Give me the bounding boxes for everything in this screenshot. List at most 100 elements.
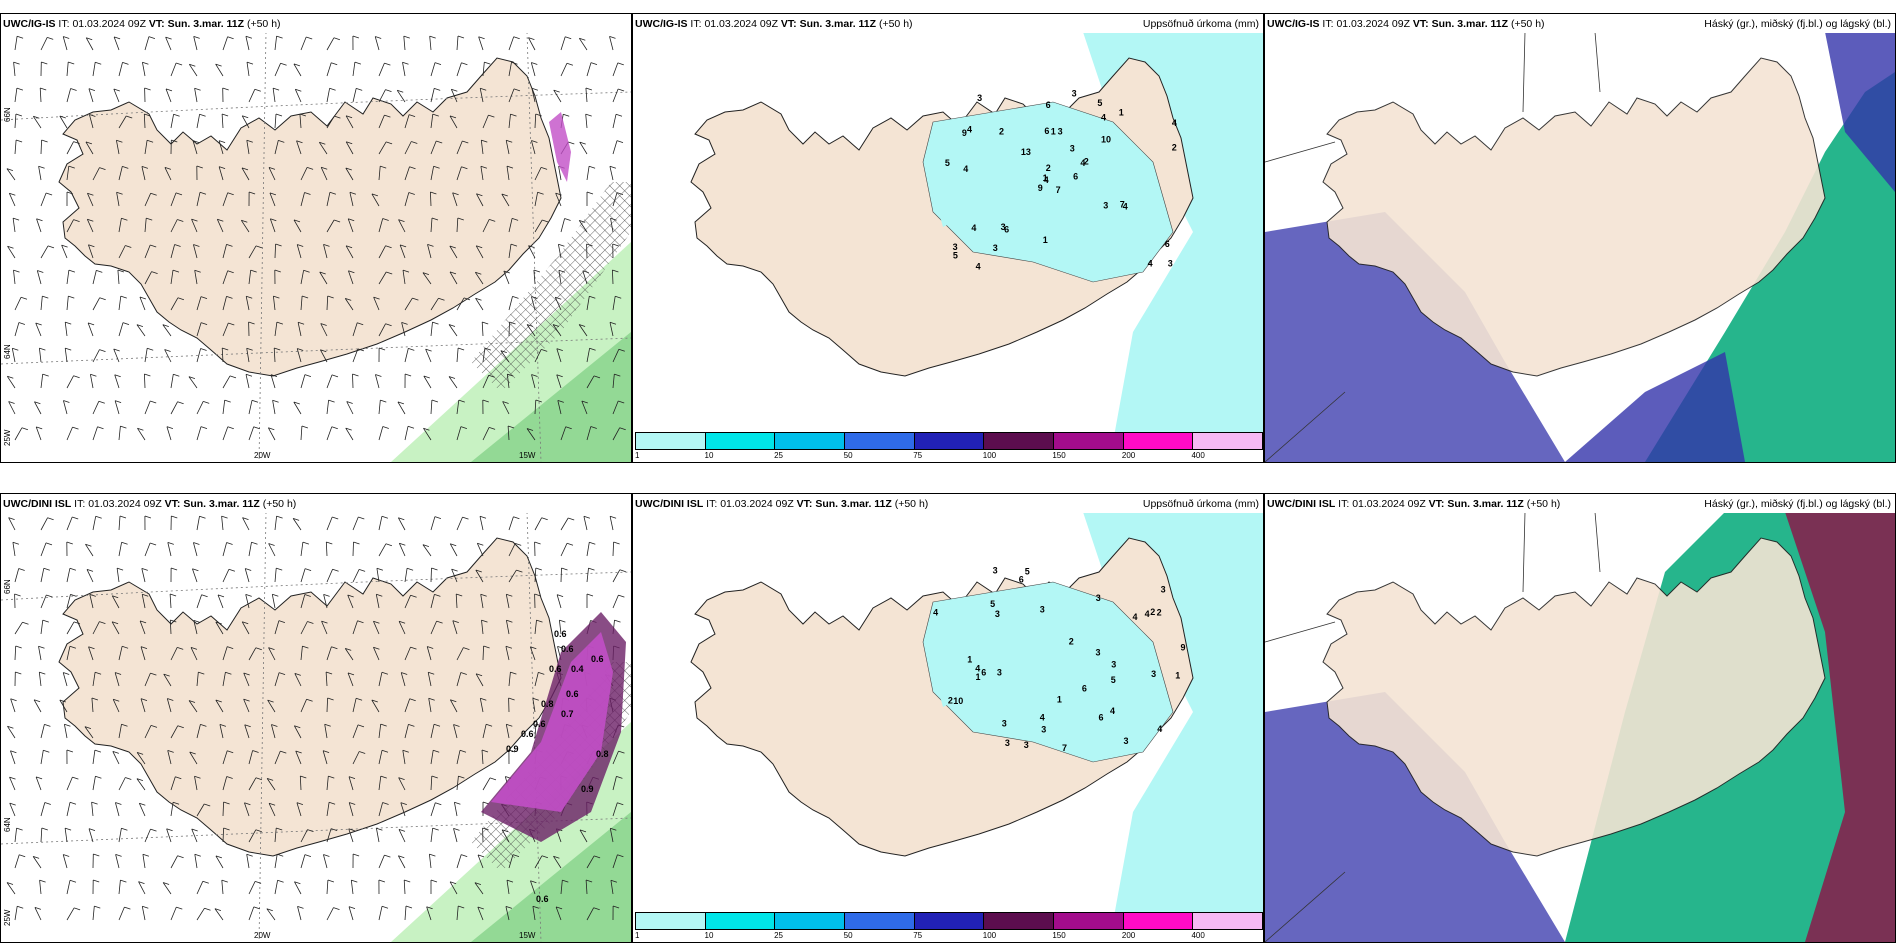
wind-barb [378,543,393,557]
precip-value: 6 [1082,684,1087,694]
wind-barb [293,401,302,415]
wind-barb [506,619,513,635]
precip-value: 6 [1165,239,1170,249]
iceland-landmass [58,537,562,857]
wind-barb [404,114,416,129]
precip-colorbar [635,432,1263,450]
wind-barb [241,167,250,181]
wind-barb [378,245,392,259]
vt-label: VT: [148,18,165,30]
precip-value: 3 [1096,593,1101,603]
wind-barb [612,269,619,285]
wind-barb [222,270,234,285]
wind-barb [586,541,596,557]
wind-barb [163,673,172,687]
wind-barb [378,62,391,77]
wind-barb [295,750,302,765]
wind-barb [219,724,227,739]
wind-barb [166,698,174,713]
wind-barb [116,191,123,207]
wind-barb [324,723,331,739]
wind-barb [404,141,418,155]
colorbar-tick: 50 [843,451,853,460]
wind-barb [190,647,198,661]
wind-barb [300,167,314,181]
low-cloud-area [1785,512,1895,942]
wind-barb [481,749,489,765]
wind-barb [12,541,20,557]
wind-barb [34,907,42,921]
wind-barb [113,88,120,103]
wind-barb [300,594,311,609]
wind-barb [378,141,393,155]
wind-barb [508,36,520,51]
wind-barb [612,295,622,311]
wind-barb [144,725,158,739]
wind-barb [194,853,201,869]
wind-barb [59,115,68,129]
colorbar-tick: 100 [982,931,997,940]
it-value: 01.03.2024 09Z [720,498,794,510]
precip-value: 3 [1072,88,1077,98]
colorbar-cell [1193,913,1263,929]
wind-barb [8,401,16,415]
snow-depth-label: 0.9 [506,744,519,754]
wind-barb [450,88,458,103]
wind-barb [292,518,302,531]
wind-barb [245,594,252,609]
wind-barb [274,321,284,337]
wind-barb [482,827,489,843]
wind-barb [170,725,184,739]
wind-barb [162,882,172,895]
wind-barb [144,515,152,531]
panel-title: Háský (gr.), miðský (fj.bl.) og lágský (… [1704,18,1891,30]
wind-barb [430,62,442,77]
wind-barb [218,166,226,181]
wind-barb [170,906,183,921]
wind-barb [300,854,312,869]
snow-depth-label: 0.6 [521,729,534,739]
wind-barb [397,855,406,869]
panel-cloud-dini: UWC/DINI ISL IT: 01.03.2024 09Z VT: Sun.… [1264,493,1896,943]
wind-barb [248,269,257,285]
snow-area [549,112,571,182]
snow-depth-label: 0.6 [549,664,562,674]
wind-barb [196,671,205,687]
wind-barb [222,542,233,557]
wind-barb [300,374,312,389]
wind-barb [323,594,330,609]
wind-barb [14,568,25,583]
wind-barbs [6,515,626,921]
wind-barb [139,296,147,311]
wind-barb [560,567,568,583]
wind-barb [246,61,254,77]
wind-barb [192,568,199,583]
wind-barb [274,620,286,635]
wind-barb [477,906,484,921]
wind-barb [300,829,314,843]
wind-barb [476,542,484,557]
wind-barb [480,165,488,181]
precip-value: 3 [1041,724,1046,734]
wind-barb [170,244,181,259]
wind-barb [14,296,28,311]
precip-map: 7943465346334491046341353124465321122134… [633,32,1263,442]
wind-barb [449,699,458,713]
wind-barb [248,399,259,415]
wind-barb [508,697,515,713]
wind-barb [378,323,392,337]
wind-barb [430,191,437,207]
colorbar-tick: 1 [635,451,640,460]
vt-label: VT: [1412,18,1429,30]
wind-barb [297,321,305,337]
wind-barb [507,425,515,441]
precip-value: 5 [953,251,958,261]
wind-barb [300,568,312,583]
wind-barb [294,673,302,687]
precip-value: 4 [1148,258,1153,268]
wind-barb [63,400,70,415]
wind-barb [40,724,51,739]
wind-barb [531,87,539,103]
wind-barb [268,802,276,817]
wind-barb [326,775,335,791]
